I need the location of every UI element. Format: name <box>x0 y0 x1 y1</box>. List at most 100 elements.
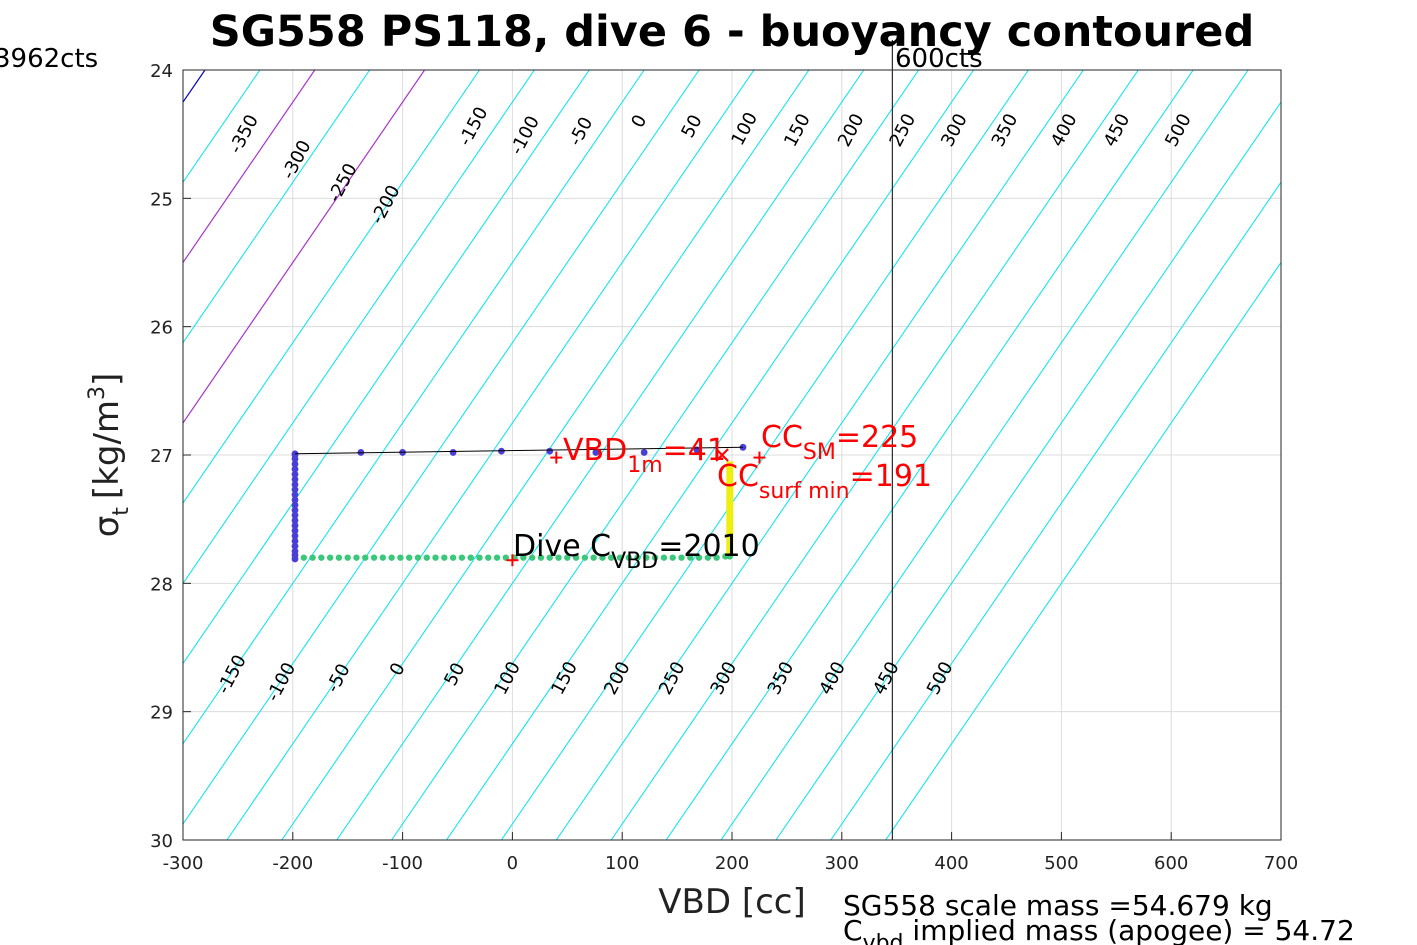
x-tick-label: 0 <box>507 853 518 874</box>
cc-surf-min-annotation: CCsurf min=191 <box>717 459 932 504</box>
grid <box>183 70 1281 840</box>
blue-series-point <box>291 527 299 535</box>
green-series-point <box>660 554 668 561</box>
x-tick-label: -300 <box>163 853 204 874</box>
green-series-point <box>546 554 553 561</box>
green-series-point <box>726 553 734 560</box>
y-axis-symbol: σ <box>87 516 127 538</box>
contour-line <box>830 181 1281 840</box>
contour-line <box>183 70 700 825</box>
green-series-point <box>555 554 562 561</box>
contour-line <box>281 70 810 840</box>
blue-series-point <box>291 506 299 514</box>
green-series-point <box>528 554 536 561</box>
y-tick-label: 30 <box>150 831 173 852</box>
blue-series-point <box>291 496 299 504</box>
green-series-point <box>713 554 720 561</box>
contour-line <box>775 101 1281 840</box>
y-tick-label: 28 <box>150 574 173 595</box>
green-series-point <box>370 554 378 561</box>
green-series-point <box>300 554 307 561</box>
y-axis-unit: [kg/m <box>87 400 127 499</box>
blue-series-point <box>291 465 299 473</box>
contour-line <box>446 70 974 840</box>
red-plus-marker <box>753 451 766 464</box>
y-axis-end: ] <box>87 373 127 386</box>
blue-series-point <box>291 475 299 483</box>
green-series-point <box>405 554 413 561</box>
green-series-point <box>326 554 334 561</box>
x-tick-label: -200 <box>272 853 313 874</box>
cc-sm-value: =225 <box>836 420 918 455</box>
green-series-point <box>458 554 466 561</box>
green-series-point <box>388 554 395 561</box>
blue-series-point <box>291 486 299 494</box>
footer-c: C <box>843 914 863 945</box>
contour-line <box>501 70 1029 840</box>
green-series-point <box>687 554 694 561</box>
green-series-point <box>581 554 589 561</box>
blue-series-point <box>291 517 299 524</box>
contour-line <box>183 70 371 344</box>
cc-surf-main: CC <box>717 459 759 494</box>
y-tick-label: 25 <box>150 189 173 210</box>
blue-series-point <box>291 470 299 478</box>
green-series-point <box>423 554 430 561</box>
green-series-point <box>379 554 387 561</box>
green-series-point <box>441 554 448 561</box>
contour-line <box>183 70 316 264</box>
green-series-point <box>467 554 474 561</box>
red-x-marker <box>715 448 729 462</box>
x-axis-label: VBD [cc] <box>658 882 806 922</box>
contour-line <box>336 70 865 840</box>
contour-line <box>183 70 480 505</box>
chart-title: SG558 PS118, dive 6 - buoyancy contoured <box>210 7 1255 57</box>
y-tick-label: 27 <box>150 446 173 467</box>
x-tick-label: 600 <box>1154 853 1188 874</box>
y-tick-label: 26 <box>150 318 173 339</box>
blue-series-point <box>291 555 299 563</box>
y-axis-sup: 3 <box>85 386 110 400</box>
red-plus-marker <box>506 554 519 567</box>
green-series-point <box>722 553 729 560</box>
contour-line <box>0 70 40 840</box>
green-series-point <box>353 554 360 561</box>
contour-line <box>665 70 1194 840</box>
green-series-point <box>669 554 676 561</box>
blue-series-point <box>291 537 299 545</box>
contour-line <box>0 70 95 840</box>
contour-line <box>183 70 426 424</box>
footer-implied-mass: Cvbd implied mass (apogee) = 54.72 <box>843 914 1355 945</box>
cc-sm-main: CC <box>761 420 803 455</box>
green-series-point <box>318 554 325 561</box>
blue-series-point <box>546 447 554 455</box>
vbd-1m-main: VBD <box>563 433 627 468</box>
blue-series-point <box>291 455 299 463</box>
x-tick-label: 500 <box>1044 853 1078 874</box>
green-series-point <box>362 554 369 561</box>
blue-series-point <box>291 501 299 509</box>
blue-series-point <box>291 522 299 529</box>
blue-series-point <box>291 481 299 488</box>
cc-sm-sub: SM <box>803 440 836 465</box>
vbd-1m-annotation: VBD1m=41 <box>563 433 726 478</box>
x-tick-label: 100 <box>605 853 639 874</box>
green-series-point <box>537 554 545 561</box>
contour-line <box>610 70 1139 840</box>
corner-label-left: 3962cts <box>0 44 98 74</box>
blue-series-point <box>592 449 600 456</box>
x-tick-label: -100 <box>382 853 423 874</box>
axis-ticks: -300 -200 -100 0 100 200 300 400 500 600 700 24 25 26… <box>150 61 1298 874</box>
red-plus-marker <box>550 451 563 464</box>
corner-label-right: 600cts <box>895 44 983 74</box>
cc-surf-sub: surf min <box>759 479 850 504</box>
green-series-point <box>599 554 606 561</box>
blue-series-point <box>291 532 299 540</box>
green-series-point <box>449 554 457 561</box>
cc-sm-annotation: CCSM=225 <box>761 420 918 465</box>
green-series-point <box>520 554 527 561</box>
footer-vbd-sub: vbd <box>863 931 904 945</box>
green-series-point <box>608 554 615 561</box>
y-axis-label: σt [kg/m3] <box>85 373 134 538</box>
vbd-1m-sub: 1m <box>627 453 662 478</box>
